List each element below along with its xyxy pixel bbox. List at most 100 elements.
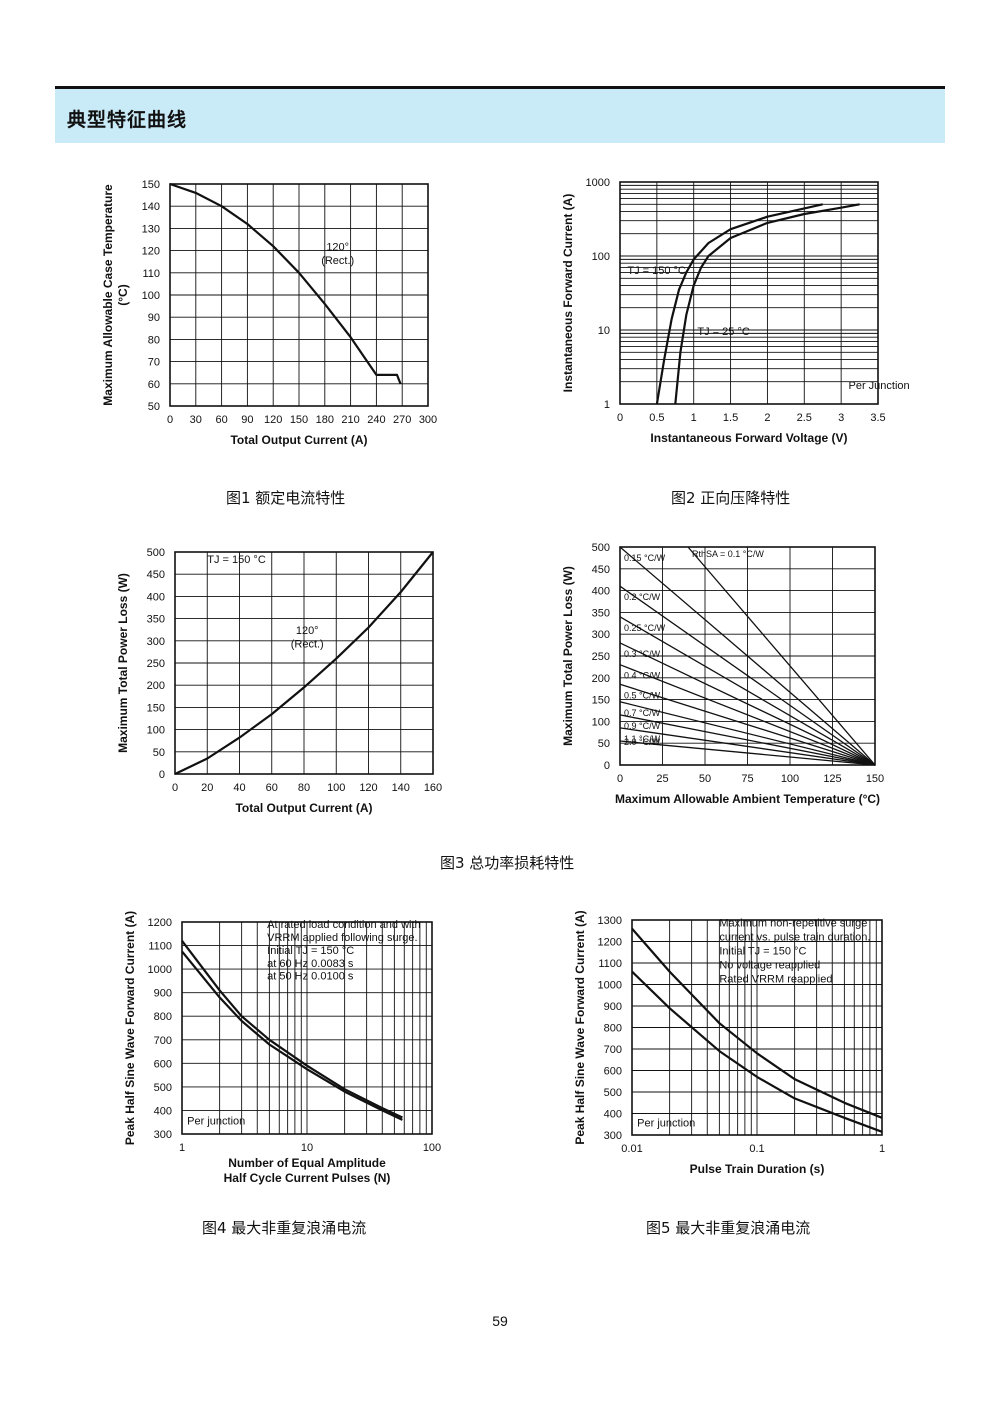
y-tick-label: 0 bbox=[159, 769, 165, 781]
x-tick-label: 300 bbox=[419, 414, 437, 426]
series-line bbox=[619, 642, 876, 766]
y-axis-label-line2: (°C) bbox=[116, 284, 130, 305]
y-tick-label: 400 bbox=[154, 1105, 172, 1117]
y-tick-label: 60 bbox=[148, 379, 160, 391]
x-axis-label: Total Output Current (A) bbox=[235, 801, 372, 815]
y-tick-label: 300 bbox=[592, 629, 610, 641]
caption-fig3: 图3 总功率损耗特性 bbox=[440, 854, 575, 872]
header-rule bbox=[55, 86, 945, 89]
y-tick-label: 50 bbox=[148, 401, 160, 413]
y-tick-label: 400 bbox=[604, 1109, 622, 1121]
series-line bbox=[619, 740, 876, 766]
y-tick-label: 200 bbox=[592, 673, 610, 685]
x-axis-label: Instantaneous Forward Voltage (V) bbox=[650, 431, 847, 445]
y-tick-label: 1000 bbox=[598, 980, 622, 992]
x-tick-label: 150 bbox=[866, 773, 884, 785]
x-tick-label: 100 bbox=[423, 1142, 441, 1154]
y-tick-label: 80 bbox=[148, 334, 160, 346]
chart-forward-voltage: 0 0.5 1 1.5 2 2.5 3 3.5 1 10 100 1000 Instantaneous … bbox=[561, 177, 910, 445]
series-label: 0.4 °C/W bbox=[624, 671, 661, 681]
plot-frame bbox=[181, 921, 433, 1135]
y-axis-label: Maximum Total Power Loss (W) bbox=[561, 566, 575, 746]
x-tick-label: 120 bbox=[264, 414, 282, 426]
x-tick-label: 100 bbox=[327, 782, 345, 794]
x-axis-label: Maximum Allowable Ambient Temperature (°… bbox=[615, 792, 880, 806]
y-axis-label: Instantaneous Forward Current (A) bbox=[561, 194, 575, 393]
series-line bbox=[655, 203, 823, 405]
x-tick-label: 0.5 bbox=[649, 412, 664, 424]
y-axis-label: Maximum Total Power Loss (W) bbox=[116, 573, 130, 753]
x-tick-label: 120 bbox=[359, 782, 377, 794]
series-line bbox=[181, 950, 403, 1121]
series-line bbox=[619, 714, 876, 766]
chart-surge-duration: 0.01 0.1 130040050060070080090010001100120… bbox=[573, 910, 885, 1176]
x-tick-label: 100 bbox=[781, 773, 799, 785]
chart-annotation: Initial TJ = 150 °C bbox=[719, 945, 806, 957]
series-label: 2.0 °C/W bbox=[624, 737, 661, 747]
chart-power-loss-ambient: 0 25 50 75 100 125 150 0 50 100 150 200 250 300 350 400… bbox=[561, 542, 884, 806]
series-line bbox=[674, 203, 860, 405]
y-tick-label: 300 bbox=[154, 1129, 172, 1141]
y-tick-label: 100 bbox=[147, 725, 165, 737]
y-tick-label: 350 bbox=[592, 607, 610, 619]
grid bbox=[174, 551, 434, 775]
x-tick-label: 160 bbox=[424, 782, 442, 794]
x-tick-label: 1 bbox=[179, 1142, 185, 1154]
y-tick-label: 1100 bbox=[148, 941, 172, 953]
x-tick-label: 0 bbox=[617, 773, 623, 785]
x-tick-label: 1.5 bbox=[723, 412, 738, 424]
chart-annotation: TJ = 150 °C bbox=[207, 554, 266, 566]
x-tick-label: 180 bbox=[316, 414, 334, 426]
grid bbox=[169, 183, 429, 407]
x-axis-label: Number of Equal Amplitude bbox=[228, 1156, 386, 1170]
x-tick-label: 0.1 bbox=[749, 1143, 764, 1155]
x-tick-label: 2 bbox=[764, 412, 770, 424]
x-tick-label: 10 bbox=[301, 1142, 313, 1154]
y-tick-label: 450 bbox=[592, 564, 610, 576]
caption-fig2: 图2 正向压降特性 bbox=[671, 489, 791, 507]
series-line bbox=[631, 927, 883, 1119]
y-tick-label: 450 bbox=[147, 569, 165, 581]
y-tick-label: 50 bbox=[153, 747, 165, 759]
x-tick-label: 75 bbox=[741, 773, 753, 785]
x-tick-label: 0 bbox=[172, 782, 178, 794]
x-tick-label: 240 bbox=[367, 414, 385, 426]
chart-annotation: Rated VRRM reapplied bbox=[719, 973, 832, 985]
x-axis-label: Pulse Train Duration (s) bbox=[690, 1162, 825, 1176]
series-label: 0.9 °C/W bbox=[624, 721, 661, 731]
y-tick-label: 500 bbox=[604, 1087, 622, 1099]
section-title: 典型特征曲线 bbox=[67, 109, 188, 131]
chart-annotation: 120° bbox=[296, 625, 319, 637]
series-label: TJ = 25 °C bbox=[697, 326, 749, 338]
y-tick-label: 150 bbox=[592, 695, 610, 707]
y-tick-label: 1100 bbox=[598, 958, 622, 970]
y-tick-label: 140 bbox=[142, 201, 160, 213]
chart-power-loss-current: 0 20 40 60 80 100 120 140 160 0 50 100 150 200 250 300 3… bbox=[116, 547, 442, 815]
y-tick-label: 130 bbox=[142, 223, 160, 235]
y-axis-label: Peak Half Sine Wave Forward Current (A) bbox=[573, 910, 587, 1144]
x-tick-label: 60 bbox=[215, 414, 227, 426]
chart-annotation: Maximum non-repetitive surge bbox=[719, 917, 867, 929]
y-tick-label: 300 bbox=[604, 1130, 622, 1142]
section-banner: 典型特征曲线 bbox=[55, 89, 945, 143]
y-tick-label: 500 bbox=[154, 1082, 172, 1094]
chart-annotation: Per Junction bbox=[849, 380, 910, 392]
chart-annotation: (Rect.) bbox=[291, 638, 324, 650]
x-tick-label: 25 bbox=[656, 773, 668, 785]
series-line bbox=[619, 616, 876, 766]
series-label: 0.25 °C/W bbox=[624, 623, 666, 633]
series-line bbox=[619, 664, 876, 766]
chart-annotation: Initial TJ = 150 °C bbox=[267, 945, 354, 957]
y-tick-label: 100 bbox=[592, 716, 610, 728]
chart-annotation: Per junction bbox=[187, 1116, 245, 1128]
plot-frame bbox=[619, 181, 879, 405]
y-tick-label: 350 bbox=[147, 614, 165, 626]
y-tick-label: 0 bbox=[604, 760, 610, 772]
chart-surge-pulses: 1 10 100 300 400 500 600 700 800 900 1000 1100 1200 N… bbox=[123, 911, 441, 1185]
y-tick-label: 150 bbox=[147, 702, 165, 714]
series-line bbox=[181, 940, 403, 1119]
caption-fig1: 图1 额定电流特性 bbox=[226, 489, 346, 507]
grid bbox=[619, 546, 876, 766]
series-line bbox=[174, 551, 434, 775]
caption-fig5: 图5 最大非重复浪涌电流 bbox=[646, 1219, 811, 1237]
